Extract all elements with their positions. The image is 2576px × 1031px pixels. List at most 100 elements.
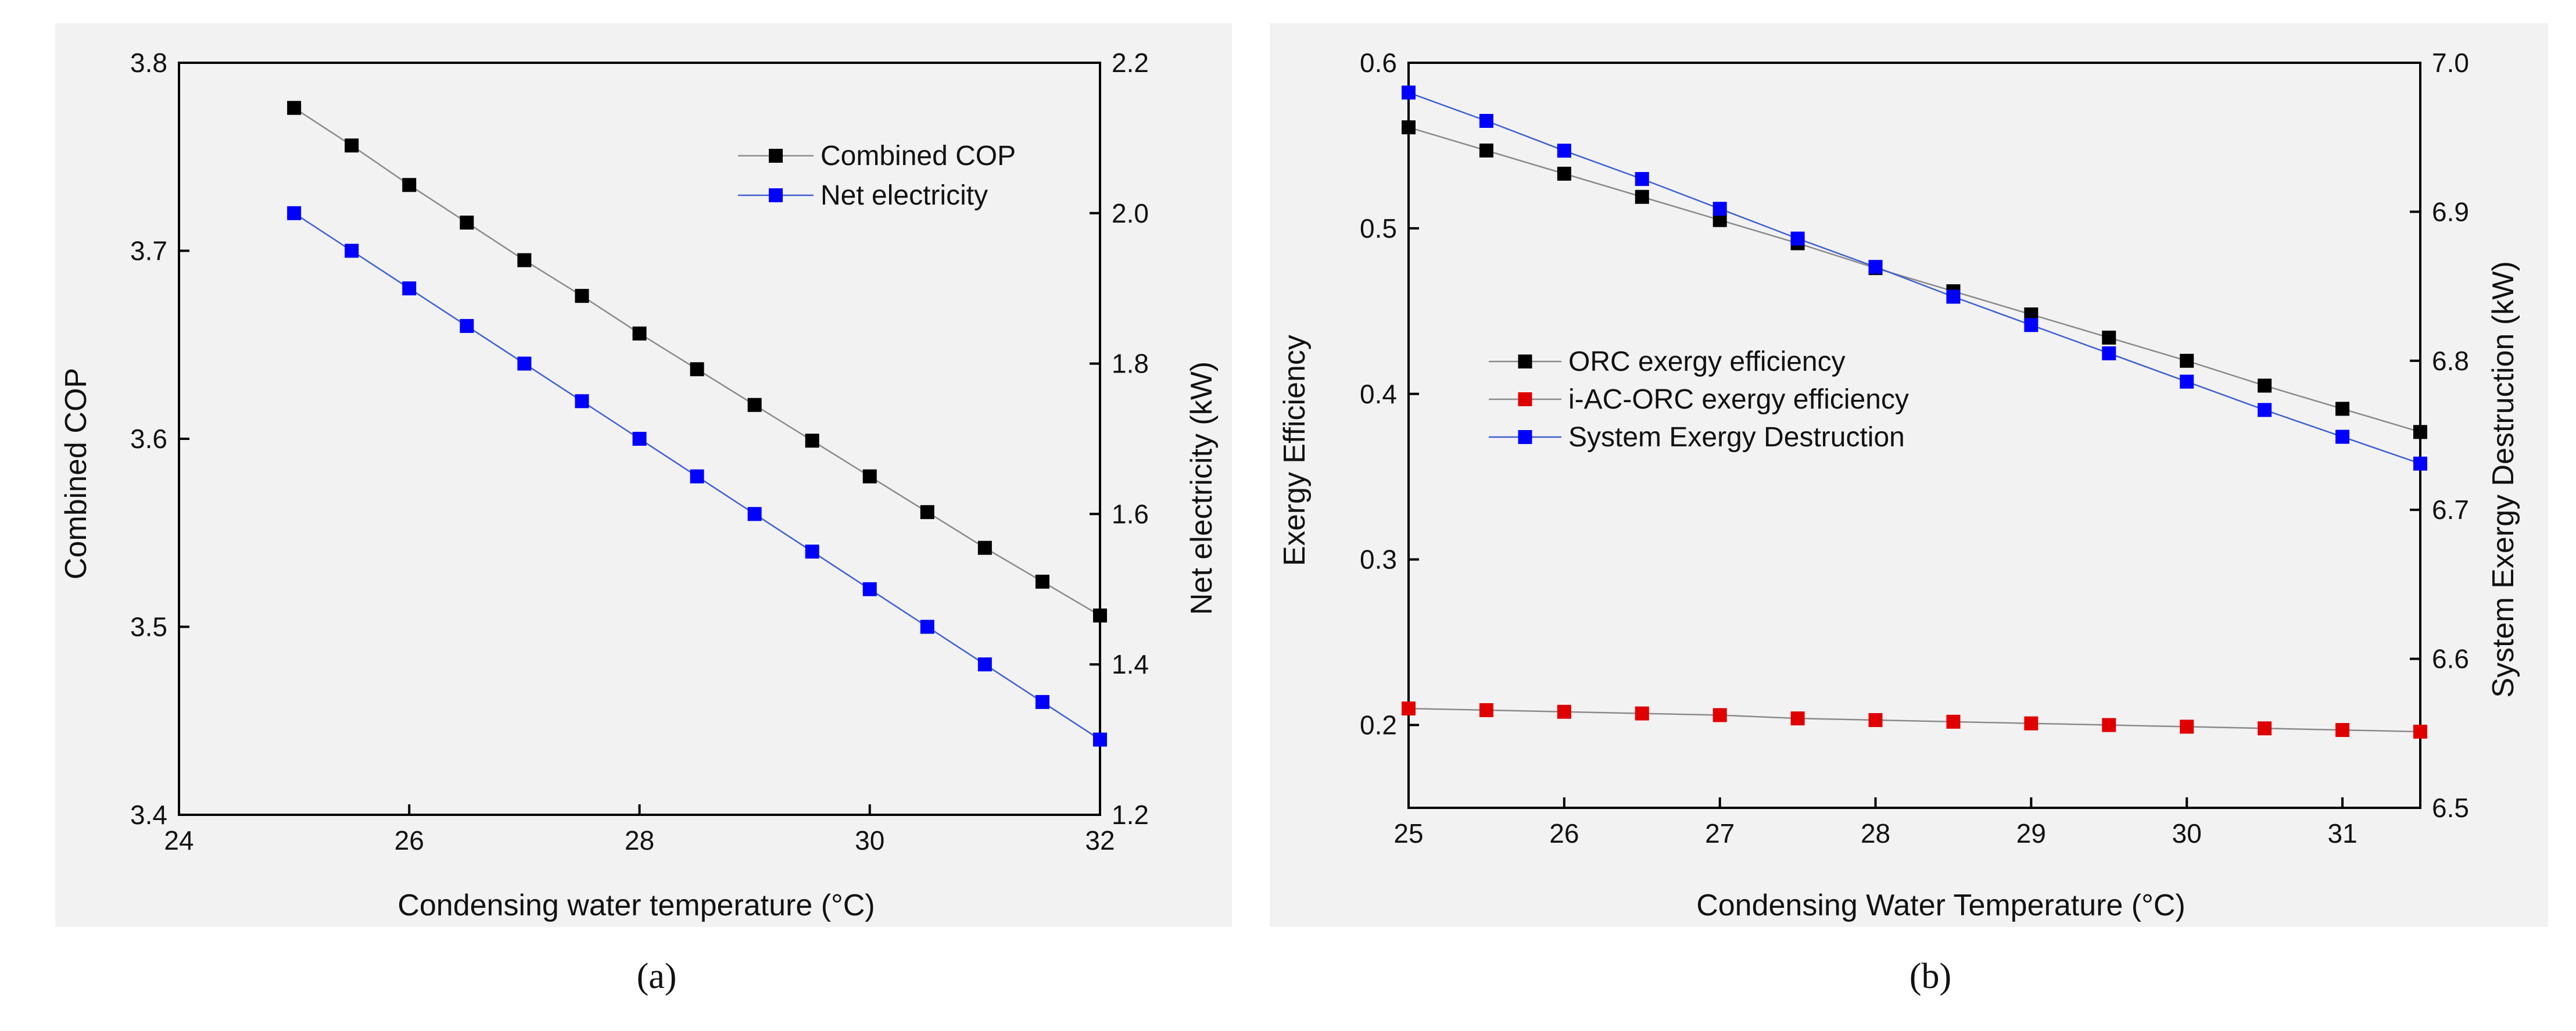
chart-b-x-tick-label: 31 — [2327, 818, 2357, 849]
chart-a-point-net-electricity — [460, 318, 474, 333]
chart-b-series-line-system-exergy-destruction — [1408, 92, 2421, 464]
chart-b-point-system-exergy-destruction — [1946, 289, 1961, 304]
chart-b-point-i-ac-orc-exergy-efficiency — [1479, 703, 1493, 717]
chart-b-series-line-orc-exergy-efficiency — [1408, 126, 2421, 433]
chart-b-point-i-ac-orc-exergy-efficiency — [1790, 711, 1805, 726]
chart-b-point-orc-exergy-efficiency — [2413, 425, 2427, 439]
chart-b-point-i-ac-orc-exergy-efficiency — [2335, 723, 2350, 738]
chart-a-point-net-electricity — [575, 394, 589, 409]
panel-b-background — [1270, 23, 2548, 927]
chart-a-legend-marker-combined-cop — [769, 149, 783, 163]
chart-b-y-tick-label: 0.6 — [1360, 48, 1397, 78]
chart-b-point-orc-exergy-efficiency — [2258, 378, 2272, 393]
chart-a-point-net-electricity — [862, 582, 877, 596]
chart-b-legend-marker-orc-exergy-efficiency — [1518, 355, 1532, 368]
chart-a-point-combined-cop — [805, 434, 819, 448]
chart-b-x-tick-label: 28 — [1861, 818, 1890, 849]
panel-a-label: (a) — [637, 957, 677, 996]
chart-b-y2-tick-label: 6.9 — [2432, 196, 2469, 227]
chart-b-series-line-i-ac-orc-exergy-efficiency — [1408, 707, 2421, 733]
chart-b-point-system-exergy-destruction — [2258, 403, 2272, 417]
chart-a-point-net-electricity — [805, 545, 819, 559]
chart-b-y2-tick-label: 7.0 — [2432, 48, 2469, 78]
chart-a-x-tick-label: 32 — [1085, 825, 1115, 855]
chart-b-legend-label-i-ac-orc-exergy-efficiency: i-AC-ORC exergy efficiency — [1568, 384, 1909, 415]
chart-a-point-combined-cop — [517, 253, 532, 267]
chart-b-point-system-exergy-destruction — [1479, 113, 1493, 128]
chart-b-xlabel: Condensing Water Temperature (°C) — [1696, 889, 2186, 922]
chart-a-point-net-electricity — [977, 657, 992, 672]
chart-b-point-orc-exergy-efficiency — [1402, 120, 1416, 135]
chart-b-point-i-ac-orc-exergy-efficiency — [2024, 716, 2038, 731]
chart-a-y-tick-label: 3.5 — [130, 612, 167, 642]
chart-b-point-system-exergy-destruction — [1790, 231, 1805, 246]
chart-b-point-orc-exergy-efficiency — [2180, 353, 2194, 368]
chart-b-y-tick-label: 0.3 — [1360, 545, 1397, 575]
chart-b-point-i-ac-orc-exergy-efficiency — [2413, 724, 2427, 739]
chart-a-point-combined-cop — [345, 138, 359, 153]
chart-b-y-tick-label: 0.2 — [1360, 710, 1397, 740]
chart-a-y-tick-label: 3.8 — [130, 48, 167, 78]
chart-a-point-net-electricity — [632, 432, 647, 446]
chart-a-legend-label-net-electricity: Net electricity — [821, 180, 988, 211]
chart-a-point-net-electricity — [1093, 732, 1107, 747]
chart-a-point-combined-cop — [632, 326, 647, 341]
chart-a-ylabel: Combined COP — [59, 368, 93, 579]
chart-b-y2-tick-label: 6.5 — [2432, 793, 2469, 823]
chart-b-point-i-ac-orc-exergy-efficiency — [1712, 708, 1727, 722]
chart-a-point-net-electricity — [920, 620, 934, 634]
chart-b-legend-marker-system-exergy-destruction — [1518, 430, 1532, 444]
chart-a-y2-tick-label: 1.2 — [1112, 800, 1149, 830]
chart-b-legend-label-orc-exergy-efficiency: ORC exergy efficiency — [1568, 346, 1846, 377]
chart-a-point-combined-cop — [460, 215, 474, 230]
chart-a-point-combined-cop — [1035, 574, 1049, 589]
chart-b-point-orc-exergy-efficiency — [2102, 330, 2116, 345]
chart-b-y2label: System Exergy Destruction (kW) — [2487, 261, 2520, 697]
chart-a-xlabel: Condensing water temperature (°C) — [397, 889, 875, 922]
chart-b-point-i-ac-orc-exergy-efficiency — [1402, 701, 1416, 716]
chart-b-point-i-ac-orc-exergy-efficiency — [1868, 713, 1883, 728]
chart-b-point-i-ac-orc-exergy-efficiency — [1946, 714, 1961, 729]
chart-b-y2-tick-label: 6.6 — [2432, 644, 2469, 674]
chart-b-point-system-exergy-destruction — [2102, 346, 2116, 360]
chart-b-x-tick-label: 27 — [1705, 818, 1735, 849]
chart-b-x-tick-label: 26 — [1549, 818, 1579, 849]
chart-a-y2-tick-label: 2.0 — [1112, 198, 1149, 228]
chart-a-point-net-electricity — [1035, 695, 1049, 709]
chart-b-point-system-exergy-destruction — [1712, 202, 1727, 216]
chart-a-point-combined-cop — [977, 540, 992, 555]
chart-a-point-net-electricity — [517, 356, 532, 371]
chart-a-y2label: Net electricity (kW) — [1185, 361, 1219, 615]
chart-a-y-tick-label: 3.6 — [130, 424, 167, 454]
chart-a-point-net-electricity — [747, 507, 762, 521]
chart-a-point-combined-cop — [747, 398, 762, 412]
chart-b-point-system-exergy-destruction — [2024, 318, 2038, 332]
chart-b-point-system-exergy-destruction — [2335, 429, 2350, 444]
chart-a-y2-tick-label: 1.6 — [1112, 499, 1149, 529]
chart-a-y2-tick-label: 2.2 — [1112, 48, 1149, 78]
chart-b-point-orc-exergy-efficiency — [1557, 166, 1571, 181]
chart-b-point-orc-exergy-efficiency — [2335, 402, 2350, 416]
chart-b-point-orc-exergy-efficiency — [1479, 143, 1493, 157]
chart-a-point-net-electricity — [345, 244, 359, 258]
chart-a-point-net-electricity — [690, 469, 704, 484]
chart-b-point-i-ac-orc-exergy-efficiency — [2102, 718, 2116, 732]
chart-b-point-i-ac-orc-exergy-efficiency — [2180, 719, 2194, 734]
chart-a-x-tick-label: 24 — [164, 825, 194, 855]
panel-b-label: (b) — [1909, 957, 1951, 996]
chart-a-point-combined-cop — [287, 101, 302, 115]
chart-a-point-net-electricity — [287, 206, 302, 220]
chart-b-y-tick-label: 0.5 — [1360, 213, 1397, 244]
chart-b-legend-label-system-exergy-destruction: System Exergy Destruction — [1568, 422, 1905, 453]
chart-combined-cop-net-electricity: Condensing water temperature (°C) Combin… — [59, 48, 1219, 922]
chart-a-legend-marker-net-electricity — [769, 188, 783, 202]
chart-a-y-tick-label: 3.4 — [130, 800, 167, 830]
chart-b-point-system-exergy-destruction — [1868, 260, 1883, 274]
chart-a-y2-tick-label: 1.4 — [1112, 649, 1149, 679]
chart-b-point-system-exergy-destruction — [1557, 144, 1571, 158]
chart-a-point-combined-cop — [402, 178, 417, 192]
chart-b-ylabel: Exergy Efficiency — [1278, 335, 1312, 566]
chart-b-x-tick-label: 30 — [2172, 818, 2202, 849]
chart-a-x-tick-label: 28 — [625, 825, 654, 855]
